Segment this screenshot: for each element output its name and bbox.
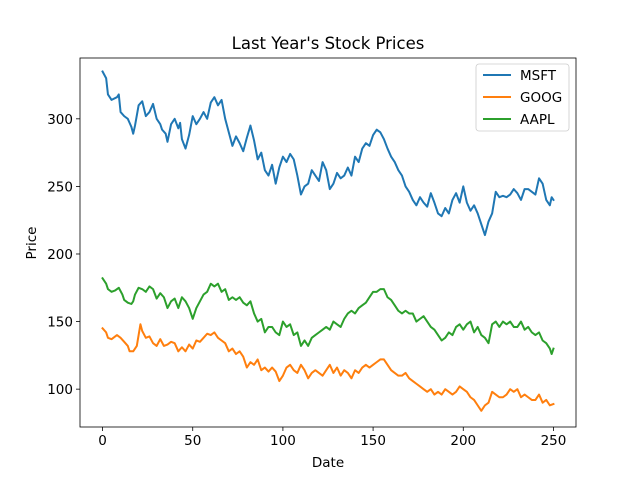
legend: MSFT GOOG AAPL — [475, 63, 570, 132]
series-layer — [101, 70, 555, 412]
plot-frame — [79, 57, 577, 428]
y-axis: 100 150 200 250 300 — [47, 112, 80, 398]
y-tick-label: 300 — [47, 112, 73, 128]
x-axis-label: Date — [312, 455, 344, 471]
y-axis-label: Price — [24, 227, 40, 260]
series-line-msft — [101, 70, 555, 237]
series-line-goog — [101, 323, 555, 412]
y-tick-label: 250 — [47, 179, 73, 195]
series-line-aapl — [101, 276, 555, 356]
x-tick-label: 250 — [541, 433, 567, 449]
legend-label-goog: GOOG — [520, 90, 562, 106]
legend-label-msft: MSFT — [520, 68, 557, 84]
chart-title: Last Year's Stock Prices — [232, 34, 425, 53]
y-tick-label: 100 — [47, 382, 73, 398]
x-tick-label: 150 — [360, 433, 386, 449]
legend-box — [475, 63, 570, 132]
x-tick-label: 200 — [450, 433, 476, 449]
x-tick-label: 100 — [270, 433, 296, 449]
x-tick-label: 0 — [98, 433, 107, 449]
y-tick-label: 200 — [47, 247, 73, 263]
x-axis: 0 50 100 150 200 250 — [98, 427, 566, 449]
y-tick-label: 150 — [47, 315, 73, 331]
x-tick-label: 50 — [184, 433, 201, 449]
legend-label-aapl: AAPL — [520, 112, 555, 128]
